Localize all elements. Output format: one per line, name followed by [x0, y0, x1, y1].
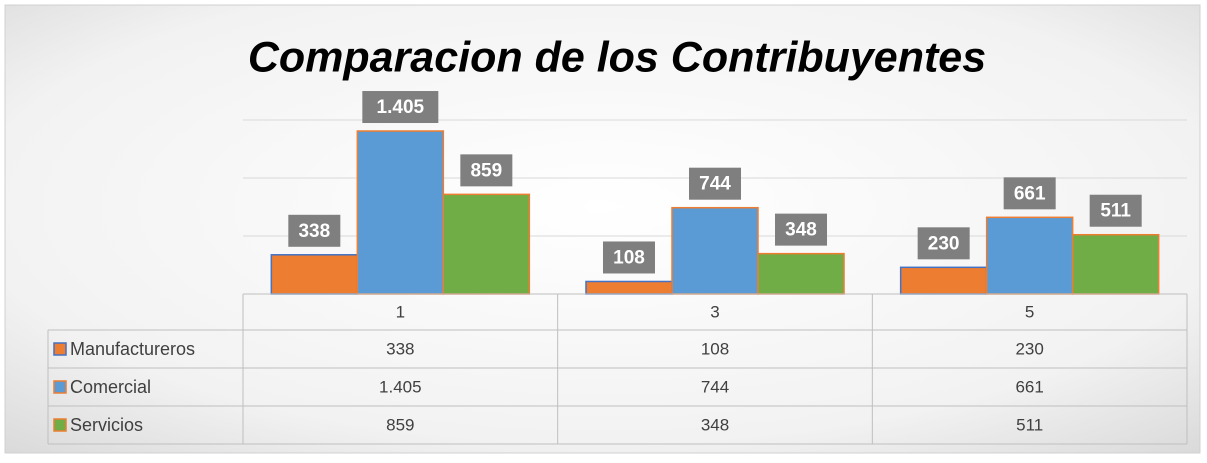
data-label-box — [1003, 177, 1056, 210]
legend-key — [53, 342, 67, 356]
legend-label: Comercial — [70, 377, 151, 397]
x-tick-label: 5 — [1025, 302, 1034, 321]
data-label-box — [775, 213, 828, 246]
legend-label: Manufactureros — [70, 339, 195, 359]
bar — [985, 216, 1074, 295]
table-cell: 744 — [701, 377, 729, 396]
data-label-box — [460, 154, 513, 187]
table-cell: 338 — [386, 339, 414, 358]
table-cell: 348 — [701, 415, 729, 434]
data-label: 859 — [470, 160, 502, 181]
data-label: 108 — [613, 247, 645, 268]
bar — [356, 130, 445, 295]
table-cell: 859 — [386, 415, 414, 434]
table-cell: 1.405 — [379, 377, 422, 396]
table-cell: 230 — [1015, 339, 1043, 358]
x-tick-label: 3 — [710, 302, 719, 321]
legend-key — [53, 418, 67, 432]
table-cell: 661 — [1015, 377, 1043, 396]
legend-key — [53, 380, 67, 394]
data-label-box — [362, 91, 439, 124]
data-label: 511 — [1100, 201, 1131, 222]
table-cell: 108 — [701, 339, 729, 358]
bar — [899, 266, 988, 295]
bar — [270, 254, 359, 295]
bar — [442, 193, 531, 295]
data-label-box — [602, 241, 655, 274]
legend-label: Servicios — [70, 415, 143, 435]
table-cell: 511 — [1016, 415, 1043, 434]
data-label: 348 — [785, 220, 817, 241]
bar — [585, 280, 673, 295]
data-label: 230 — [928, 233, 960, 254]
bar — [757, 252, 845, 295]
data-label: 1.405 — [377, 97, 425, 118]
x-tick-label: 1 — [396, 302, 405, 321]
data-label: 338 — [298, 221, 330, 242]
data-label-box — [1089, 194, 1142, 227]
data-label-box — [288, 214, 341, 247]
data-label-box — [917, 227, 970, 260]
chart-title: Comparacion de los Contribuyentes — [248, 33, 986, 81]
data-label-box — [689, 167, 741, 200]
bar — [1071, 233, 1160, 295]
data-label: 661 — [1014, 183, 1046, 204]
data-label: 744 — [699, 174, 731, 195]
bar — [671, 206, 759, 295]
